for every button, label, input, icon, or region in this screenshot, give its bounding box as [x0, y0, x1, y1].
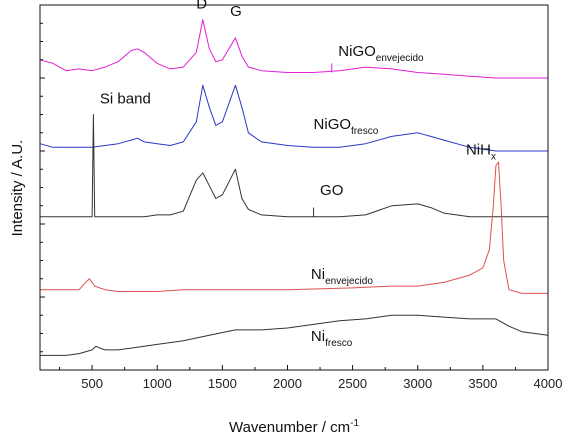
series-label-subscript: fresco [325, 338, 353, 349]
series-label-subscript: envejecido [325, 276, 373, 287]
annotation-text: G [230, 3, 242, 20]
x-axis-title: Wavenumber / cm-1 [229, 418, 359, 436]
series-label-4: Nifresco [311, 328, 353, 349]
series-label-0: NiGOenvejecido [338, 43, 424, 64]
series-label-main: NiGO [338, 43, 376, 60]
series-label-3: Nienvejecido [311, 266, 373, 287]
series-line-4 [40, 314, 549, 356]
series-label-main: NiGO [314, 116, 352, 133]
annotation-3: NiHx [466, 142, 496, 163]
series-label-main: Ni [311, 266, 325, 283]
x-tick-label-0: 500 [81, 376, 103, 391]
series-line-0 [39, 19, 548, 79]
x-tick-label-3: 2000 [273, 376, 302, 391]
y-axis [40, 4, 45, 371]
x-axis: 500 1000 1500 2000 2500 3000 3500 4000 [59, 365, 563, 391]
x-axis-title-superscript: -1 [350, 418, 359, 429]
x-tick-label-5: 3000 [403, 376, 432, 391]
series-label-subscript: envejecido [376, 53, 424, 64]
plot-area [39, 19, 549, 356]
annotation-1: G [230, 3, 242, 20]
series-line-1 [39, 84, 548, 152]
series-label-main: GO [320, 182, 343, 199]
series-labels: NiGOenvejecidoNiGOfrescoGONienvejecidoNi… [311, 43, 424, 349]
annotation-text: Si band [100, 91, 151, 108]
plot-frame [39, 4, 549, 371]
annotation-subscript: x [491, 152, 496, 163]
y-axis-title: Intensity / A.U. [9, 140, 26, 237]
annotation-2: Si band [100, 91, 151, 108]
series-label-main: Ni [311, 328, 325, 345]
x-tick-label-2: 1500 [208, 376, 237, 391]
x-tick-label-4: 2500 [338, 376, 367, 391]
x-tick-label-7: 4000 [534, 376, 563, 391]
series-line-2 [40, 114, 548, 218]
x-axis-title-text: Wavenumber / cm [229, 419, 350, 436]
series-line-3 [40, 161, 548, 294]
annotation-text: NiH [466, 142, 491, 159]
series-label-subscript: fresco [351, 126, 379, 137]
series-label-1: NiGOfresco [314, 116, 379, 137]
annotation-0: D [196, 0, 207, 13]
x-tick-label-1: 1000 [143, 376, 172, 391]
annotation-text: D [196, 0, 207, 13]
series-label-2: GO [320, 182, 343, 199]
x-tick-label-6: 3500 [468, 376, 497, 391]
annotations: D G Si band NiHx [100, 0, 496, 163]
